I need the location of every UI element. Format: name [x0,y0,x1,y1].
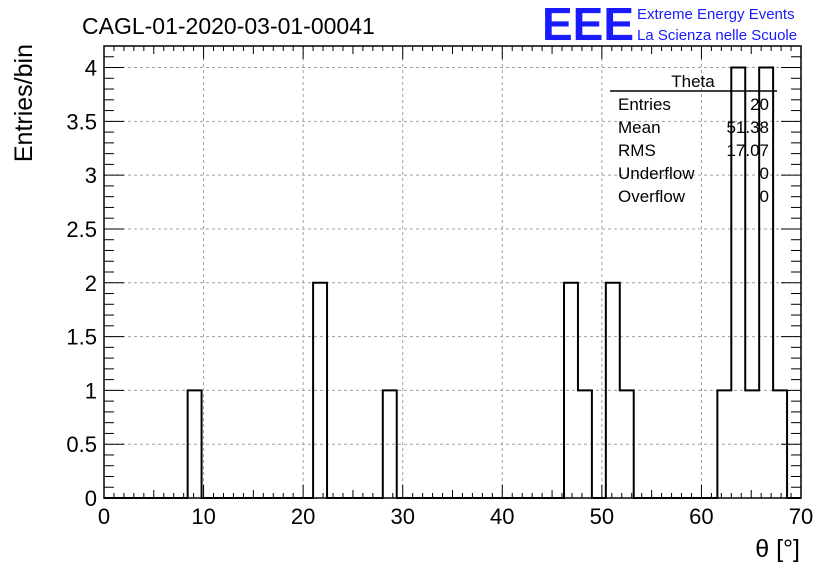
x-tick-label: 30 [390,504,414,529]
x-tick-label: 40 [490,504,514,529]
chart-title: CAGL-01-2020-03-01-00041 [82,13,375,39]
logo-mark: EEE [542,0,634,50]
grid-lines [104,46,801,498]
logo-line2: La Scienza nelle Scuole [637,27,797,44]
y-tick-label: 4 [85,56,97,81]
x-tick-label: 0 [98,504,110,529]
stats-box: Theta Entries 20 Mean 51.38 RMS 17.07 Underflo… [610,72,777,206]
x-tick-label: 50 [590,504,614,529]
stats-row-value: 0 [760,187,769,206]
x-tick-label: 20 [291,504,315,529]
y-tick-label: 3 [85,163,97,188]
y-tick-label: 3.5 [66,109,97,134]
y-tick-label: 2.5 [66,217,97,242]
y-tick-label: 0.5 [66,432,97,457]
stats-row-value: 17.07 [726,141,769,160]
y-tick-label: 1.5 [66,325,97,350]
stats-row-value: 51.38 [726,118,769,137]
stats-row-label: Mean [618,118,661,137]
x-tick-label: 70 [789,504,813,529]
y-axis-label: Entries/bin [10,44,38,162]
stats-row-label: Entries [618,95,671,114]
stats-row-value: 20 [750,95,769,114]
y-tick-label: 2 [85,271,97,296]
x-axis-ticks: 0 10 20 30 40 50 60 70 [98,46,813,529]
stats-title: Theta [671,72,715,91]
stats-row-label: RMS [618,141,656,160]
x-tick-label: 10 [191,504,215,529]
stats-row-value: 0 [760,164,769,183]
y-tick-label: 1 [85,378,97,403]
logo-line1: Extreme Energy Events [637,6,795,23]
x-axis-label: θ [°] [755,535,800,563]
eee-logo: EEE Extreme Energy Events La Scienza nel… [542,0,797,50]
stats-row-label: Overflow [618,187,686,206]
plot-frame [103,45,802,499]
y-tick-label: 0 [85,486,97,511]
y-axis-ticks: 0 0.5 1 1.5 2 2.5 3 3.5 4 [66,45,801,511]
stats-row-label: Underflow [618,164,695,183]
x-tick-label: 60 [689,504,713,529]
